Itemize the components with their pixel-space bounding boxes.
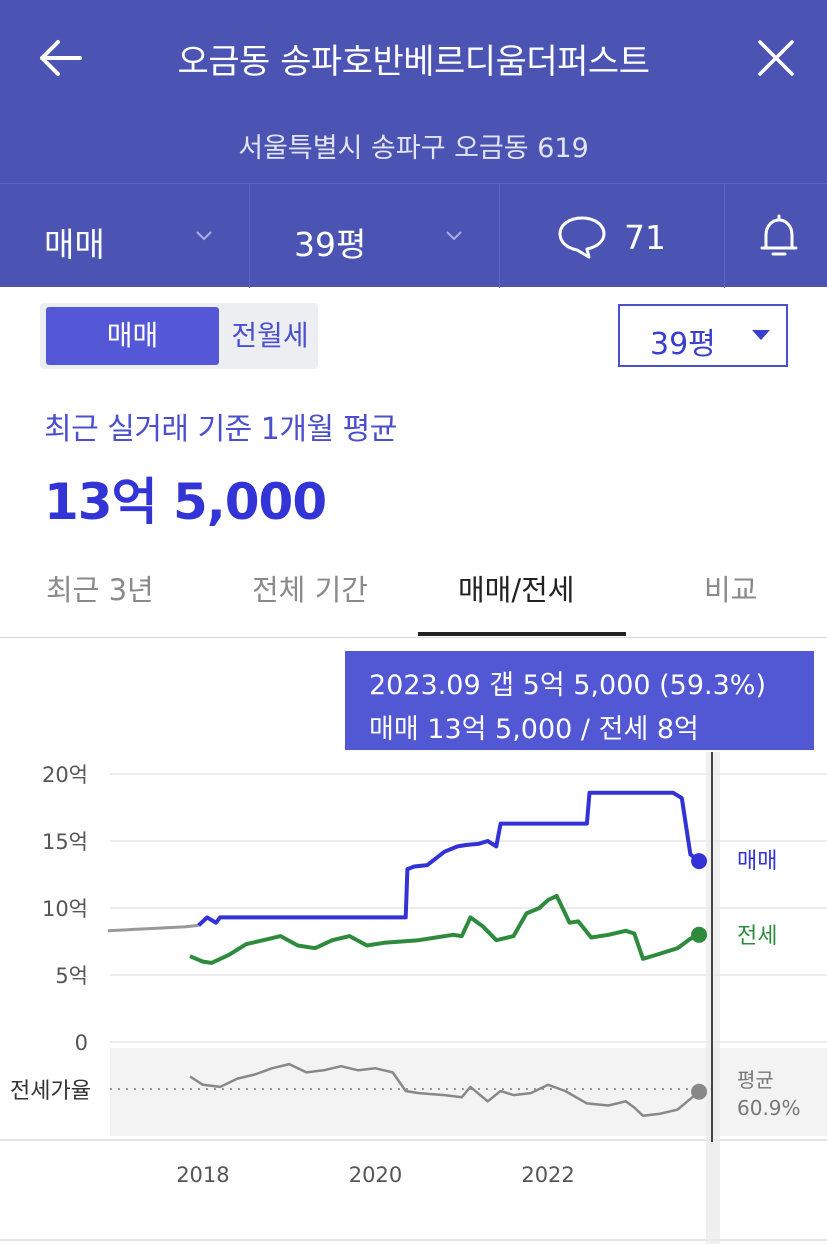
x-axis-labels: 2018 2020 2022 (176, 1163, 575, 1187)
toggle-sale[interactable]: 매매 (46, 307, 219, 365)
tooltip-prices: 매매 13억 5,000 / 전세 8억 (369, 714, 699, 745)
trade-toggle: 매매 전월세 (40, 303, 318, 369)
trade-type-label: 매매 (44, 225, 105, 264)
arrow-left-icon[interactable] (36, 36, 86, 80)
legend-sale: 매매 (737, 849, 777, 874)
average-price: 13억 5,000 (44, 473, 327, 531)
jeonse-dot (691, 926, 708, 943)
x-tick-label: 2020 (349, 1163, 402, 1187)
legend-jeonse: 전세 (737, 924, 777, 949)
y-axis-labels: 20억 15억 10억 5억 0 (42, 763, 88, 1055)
speech-bubble-icon (558, 216, 606, 259)
comment-count: 71 (624, 218, 666, 257)
period-tabs: 최근 3년 전체 기간 매매/전세 비교 (0, 545, 827, 638)
y-tick-label: 20억 (42, 763, 88, 787)
bell-icon (760, 214, 798, 256)
area-dropdown[interactable]: 39평 (250, 184, 500, 288)
average-label: 평균 (737, 1068, 774, 1092)
jeonse-line (189, 893, 700, 965)
chevron-down-icon (196, 231, 212, 241)
tab-compare[interactable]: 비교 (704, 573, 758, 607)
comments-button[interactable]: 71 (500, 184, 725, 288)
caret-down-icon (752, 330, 770, 340)
tooltip-gap: 2023.09 갭 5억 5,000 (59.3%) (369, 670, 766, 701)
x-tick-label: 2018 (176, 1163, 229, 1187)
tab-recent-3y[interactable]: 최근 3년 (46, 573, 154, 607)
x-tick-label: 2022 (521, 1163, 574, 1187)
trade-type-dropdown[interactable]: 매매 (0, 184, 250, 288)
sale-history-line (107, 923, 199, 933)
active-tab-indicator (418, 632, 626, 636)
y-tick-label: 15억 (42, 830, 88, 854)
series-lines (107, 790, 701, 1118)
y-tick-label: 0 (75, 1031, 88, 1055)
average-value: 60.9% (737, 1096, 801, 1120)
sale-line (197, 790, 701, 927)
tab-all-period[interactable]: 전체 기간 (252, 573, 368, 607)
address-text: 서울특별시 송파구 오금동 619 (238, 133, 589, 164)
chart-tooltip: 2023.09 갭 5억 5,000 (59.3%) 매매 13억 5,000 … (345, 651, 814, 750)
ratio-axis-label: 전세가율 (10, 1079, 91, 1104)
y-tick-label: 10억 (42, 897, 88, 921)
size-select-value: 39평 (650, 327, 716, 362)
page-title: 오금동 송파호반베르디움더퍼스트 (177, 42, 650, 82)
area-label: 39평 (294, 225, 367, 264)
tab-sale-jeonse[interactable]: 매매/전세 (458, 573, 575, 607)
y-tick-label: 5억 (55, 964, 88, 988)
header-selector-row: 매매 39평 71 (0, 183, 827, 288)
size-select[interactable]: 39평 (618, 304, 788, 367)
jeonse-ratio-line (189, 1062, 700, 1118)
average-label: 최근 실거래 기준 1개월 평균 (44, 412, 397, 447)
sale-dot (691, 853, 708, 870)
notification-button[interactable] (725, 184, 827, 288)
ratio-dot (691, 1083, 708, 1100)
close-icon[interactable] (752, 34, 800, 82)
app-header: 오금동 송파호반베르디움더퍼스트 서울특별시 송파구 오금동 619 매매 39… (0, 0, 827, 288)
toggle-rent[interactable]: 전월세 (231, 319, 309, 352)
cursor-dots (691, 853, 708, 1100)
price-chart[interactable]: 20억 15억 10억 5억 0 전세가율 매매 전세 평균 60.9% 2018 202… (0, 638, 827, 1245)
chevron-down-icon (446, 231, 462, 241)
